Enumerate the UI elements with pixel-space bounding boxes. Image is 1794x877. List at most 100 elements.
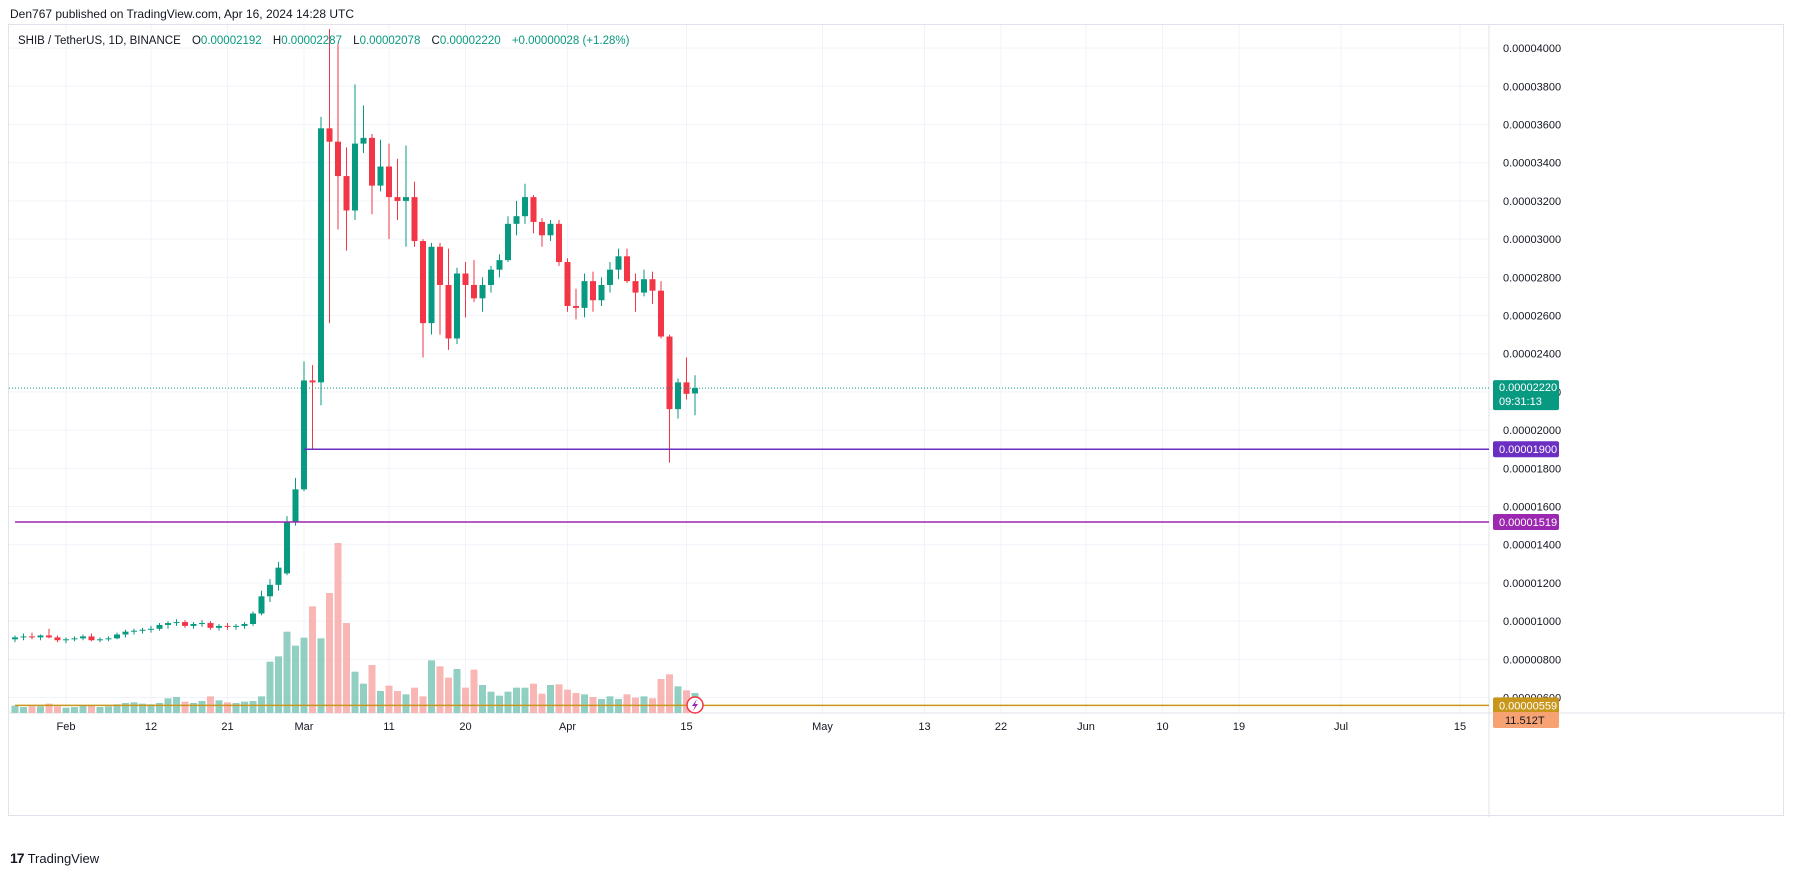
volume-bar	[402, 694, 410, 713]
candle-body[interactable]	[12, 637, 18, 640]
candle-body[interactable]	[139, 629, 146, 631]
candle-body[interactable]	[547, 223, 554, 236]
candle-body[interactable]	[479, 284, 486, 299]
volume-bar	[487, 691, 495, 713]
candle-body[interactable]	[615, 256, 622, 270]
volume-bar	[445, 677, 452, 713]
volume-bar	[343, 623, 350, 713]
candle-body[interactable]	[241, 624, 248, 626]
candle-body[interactable]	[598, 284, 605, 301]
candle-body[interactable]	[445, 284, 452, 339]
candle-body[interactable]	[165, 623, 171, 625]
candle-body[interactable]	[318, 128, 324, 383]
candle-body[interactable]	[97, 639, 103, 641]
volume-bar	[224, 702, 231, 713]
candle-body[interactable]	[207, 623, 214, 628]
x-tick-label: Apr	[559, 721, 576, 733]
volume-bar	[79, 705, 87, 713]
candle-body[interactable]	[20, 636, 27, 638]
candle-body[interactable]	[250, 613, 256, 624]
candle-body[interactable]	[267, 584, 273, 597]
candle-body[interactable]	[369, 137, 375, 186]
line-559-tag	[1493, 697, 1559, 714]
candle-body[interactable]	[454, 273, 460, 339]
candle-body[interactable]	[666, 336, 673, 410]
candle-body[interactable]	[539, 221, 545, 236]
candle-body[interactable]	[658, 290, 664, 337]
candle-body[interactable]	[54, 637, 61, 641]
candle-body[interactable]	[590, 281, 596, 301]
candle-body[interactable]	[182, 622, 188, 626]
candle-body[interactable]	[411, 197, 418, 242]
y-tick-label: 0.00003400	[1503, 158, 1561, 170]
candle-body[interactable]	[496, 260, 503, 270]
candle-body[interactable]	[292, 489, 299, 522]
candle-body[interactable]	[386, 166, 392, 198]
candle-body[interactable]	[471, 284, 477, 299]
candle-body[interactable]	[352, 143, 358, 211]
candle-body[interactable]	[641, 279, 647, 293]
candle-body[interactable]	[437, 246, 443, 285]
candle-body[interactable]	[224, 625, 231, 627]
candle-body[interactable]	[258, 596, 265, 614]
candle-body[interactable]	[522, 197, 528, 217]
candle-body[interactable]	[505, 223, 511, 261]
candle-body[interactable]	[156, 624, 163, 629]
candle-body[interactable]	[632, 281, 639, 293]
candle-body[interactable]	[556, 223, 562, 263]
candle-body[interactable]	[326, 128, 333, 142]
candle-body[interactable]	[683, 382, 690, 394]
candle-body[interactable]	[216, 625, 222, 628]
candle-body[interactable]	[377, 166, 384, 186]
candle-body[interactable]	[360, 137, 367, 144]
candle-body[interactable]	[462, 273, 469, 285]
candle-body[interactable]	[148, 628, 154, 630]
candle-body[interactable]	[80, 636, 86, 639]
volume-bar	[555, 684, 563, 713]
candle-body[interactable]	[343, 176, 350, 211]
candle-body[interactable]	[624, 256, 630, 282]
candle-body[interactable]	[46, 635, 52, 638]
candle-body[interactable]	[309, 380, 316, 383]
volume-bar	[453, 669, 461, 713]
candle-body[interactable]	[284, 521, 290, 574]
volume-bar	[62, 707, 70, 713]
candle-body[interactable]	[105, 638, 112, 640]
candle-body[interactable]	[675, 382, 681, 410]
tradingview-footer[interactable]: 17 TradingView	[10, 850, 99, 866]
volume-bar	[309, 606, 316, 713]
candle-body[interactable]	[420, 241, 426, 324]
candle-body[interactable]	[173, 622, 180, 624]
candlestick-chart[interactable]: 0.000006000.000008000.000010000.00001200…	[9, 25, 1785, 817]
candle-body[interactable]	[488, 269, 494, 285]
candle-body[interactable]	[335, 141, 341, 177]
candle-body[interactable]	[564, 262, 571, 306]
candle-body[interactable]	[394, 197, 401, 201]
candle-body[interactable]	[37, 635, 44, 638]
candle-body[interactable]	[114, 634, 120, 639]
chart-frame[interactable]: 0.000006000.000008000.000010000.00001200…	[8, 24, 1785, 817]
candle-body[interactable]	[88, 636, 95, 641]
candle-body[interactable]	[513, 216, 520, 224]
candle-body[interactable]	[63, 639, 69, 641]
candle-body[interactable]	[573, 305, 579, 308]
candle-body[interactable]	[607, 269, 613, 285]
candle-body[interactable]	[692, 388, 698, 394]
candle-body[interactable]	[199, 623, 205, 625]
candle-body[interactable]	[428, 246, 435, 324]
candle-body[interactable]	[71, 638, 78, 640]
line-1519-tag	[1493, 514, 1559, 530]
candle-body[interactable]	[233, 625, 239, 627]
candle-body[interactable]	[649, 279, 656, 291]
legend-symbol[interactable]: SHIB / TetherUS, 1D, BINANCE	[18, 35, 181, 47]
candle-body[interactable]	[530, 197, 537, 222]
candle-body[interactable]	[190, 624, 197, 626]
candle-body[interactable]	[29, 636, 35, 638]
candle-body[interactable]	[581, 281, 588, 308]
candle-body[interactable]	[131, 630, 137, 632]
y-tick-label: 0.00002800	[1503, 272, 1561, 284]
candle-body[interactable]	[122, 631, 129, 635]
candle-body[interactable]	[275, 567, 282, 585]
candle-body[interactable]	[403, 197, 409, 201]
candle-body[interactable]	[301, 380, 307, 490]
